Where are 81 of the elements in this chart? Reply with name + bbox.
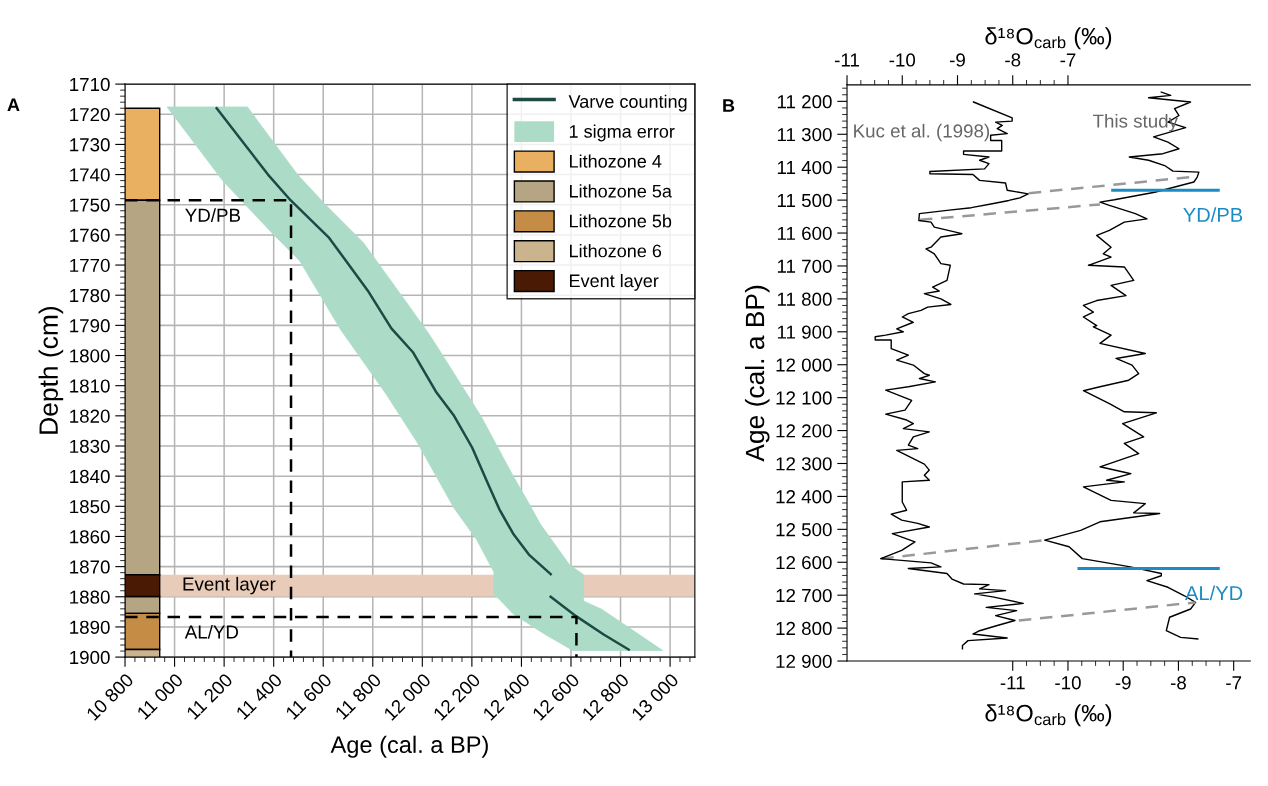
y-axis-title: Age (cal. a BP) (744, 285, 770, 462)
legend-label: Lithozone 4 (570, 154, 662, 168)
x-tick-label: -11 (1000, 676, 1025, 690)
y-tick-label: 1850 (70, 500, 110, 514)
x-axis-title: δ¹⁸O$_{carb}$ (‰) (985, 704, 1112, 727)
legend-label: Varve counting (568, 94, 687, 112)
y-tick-label: 12 400 (776, 490, 832, 504)
legend-label: Kuc et al. (1998) (854, 123, 990, 142)
y-tick-label: 1730 (70, 138, 110, 152)
y-tick-label: 12 800 (776, 621, 832, 636)
y-tick-label: 11 800 (777, 292, 832, 306)
y-tick-label: 11 500 (777, 193, 832, 208)
x-tick-label: 13 000 (630, 672, 680, 721)
x-tick-label: -10 (1055, 676, 1081, 690)
y-tick-label: 1830 (70, 439, 110, 453)
x2-axis-title: δ¹⁸O$_{carb}$ (‰) (985, 27, 1112, 50)
y-tick-label: 1780 (70, 288, 110, 303)
y-tick-label: 1870 (70, 560, 110, 574)
x2-tick-label: -9 (949, 53, 965, 67)
y-tick-label: 1810 (70, 379, 110, 393)
legend-label: Lithozone 6 (570, 244, 662, 258)
y-tick-label: 11 200 (777, 95, 832, 109)
x-tick-label: -8 (1170, 676, 1186, 690)
y-tick-label: 12 900 (776, 654, 832, 668)
y-tick-label: 11 400 (777, 160, 832, 175)
y-tick-label: 1790 (70, 319, 110, 333)
y-tick-label: 1710 (70, 77, 110, 92)
y-tick-label: 1820 (70, 409, 110, 423)
y-tick-label: 12 500 (776, 523, 832, 537)
y-tick-label: 12 100 (776, 391, 832, 405)
x-tick-label: 11 400 (235, 672, 283, 720)
legend-label: Lithozone 5b (570, 214, 672, 228)
y-axis-title: Depth (cm) (38, 306, 64, 434)
x-tick-label: 12 200 (432, 672, 482, 721)
annotation: YD/PB (185, 208, 241, 222)
annotation: AL/YD (1185, 585, 1243, 601)
legend-label: Event layer (570, 273, 659, 291)
y-tick-label: 1750 (70, 198, 110, 212)
y-tick-label: 1840 (70, 469, 110, 484)
x-tick-label: 11 800 (334, 672, 383, 720)
y-tick-label: 1770 (70, 258, 110, 273)
y-tick-label: 12 200 (776, 424, 832, 438)
y-tick-label: 12 000 (776, 358, 832, 372)
text: B (723, 99, 735, 112)
y-tick-label: 1720 (70, 107, 110, 122)
legend-label: 1 sigma error (569, 124, 675, 142)
y-tick-label: 1900 (70, 650, 110, 665)
y-tick-label: 12 700 (776, 588, 832, 603)
x-tick-label: 12 400 (482, 672, 531, 721)
y-tick-label: 1860 (70, 530, 110, 544)
x-tick-label: -9 (1115, 676, 1131, 690)
annotation: YD/PB (1183, 207, 1243, 223)
series-label: This study (1092, 113, 1178, 132)
x2-tick-label: -8 (1005, 53, 1021, 67)
y-tick-label: 11 600 (777, 226, 832, 241)
x-tick-label: -7 (1226, 676, 1242, 690)
x-tick-label: 12 600 (531, 672, 581, 721)
x2-tick-label: -11 (835, 53, 859, 67)
x-tick-label: 11 200 (185, 672, 234, 720)
y-tick-label: 12 600 (776, 555, 832, 570)
x-tick-label: 12 000 (383, 672, 432, 721)
legend-label: Lithozone 5a (570, 184, 672, 198)
y-tick-label: 11 900 (777, 325, 832, 339)
x2-tick-label: -10 (889, 53, 916, 67)
y-tick-label: 1880 (70, 590, 110, 604)
y-tick-label: 12 300 (776, 457, 832, 471)
band-label: Event layer (183, 576, 276, 595)
y-tick-label: 1760 (70, 228, 110, 242)
annotation: AL/YD (184, 624, 239, 639)
text: A (7, 98, 20, 111)
y-tick-label: 1890 (70, 620, 110, 634)
x-tick-label: 11 600 (285, 672, 333, 720)
y-tick-label: 11 700 (777, 259, 832, 273)
x2-tick-label: -7 (1060, 53, 1076, 67)
x-tick-label: 10 800 (85, 672, 135, 721)
x-axis-title: Age (cal. a BP) (330, 735, 488, 758)
x-tick-label: 11 000 (136, 672, 184, 720)
y-tick-label: 1740 (70, 168, 110, 182)
y-tick-label: 1800 (70, 349, 110, 363)
x-tick-label: 12 800 (581, 672, 630, 721)
y-tick-label: 11 300 (777, 127, 832, 142)
